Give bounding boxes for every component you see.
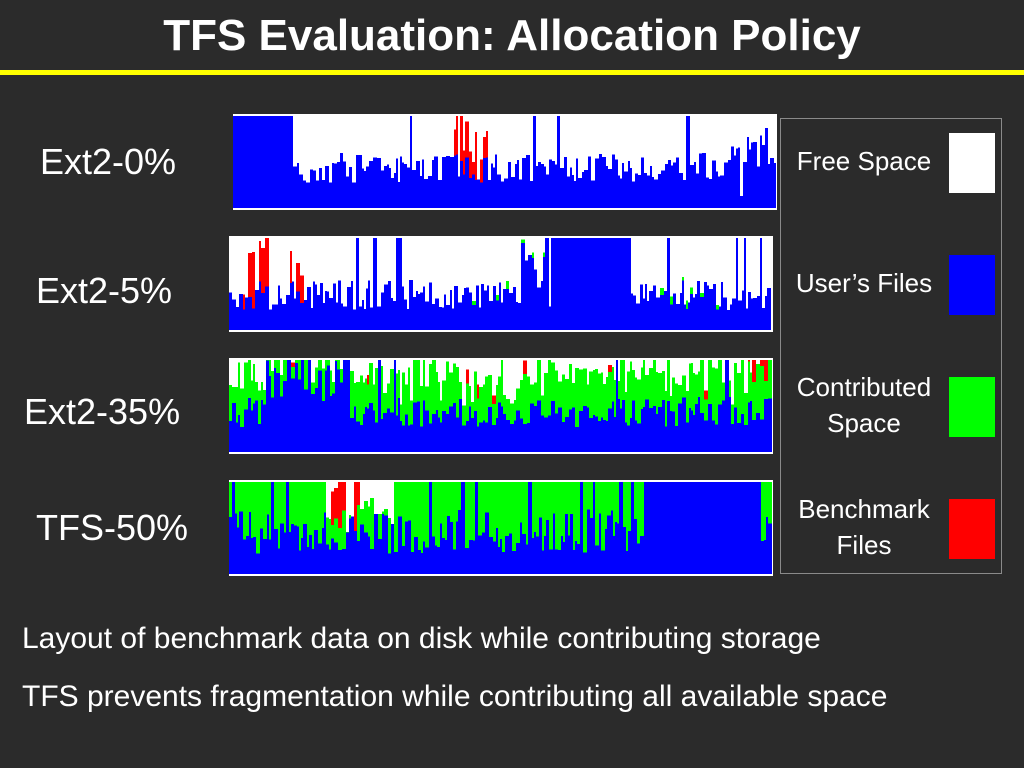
legend: Free Space User’s Files Contributed Spac… [780, 118, 1002, 574]
disk-layout-strip-ext2-0 [233, 114, 777, 210]
legend-swatch-benchmark-files [949, 499, 995, 559]
row-label-ext2-0: Ext2-0% [40, 141, 177, 182]
disk-layout-strip-tfs-50 [229, 480, 773, 576]
row-label-tfs-50: TFS-50% [36, 507, 189, 548]
row-label-ext2-35: Ext2-35% [24, 391, 181, 432]
disk-layout-strip-ext2-5 [229, 236, 773, 332]
legend-swatch-free-space [949, 133, 995, 193]
disk-layout-strip-ext2-35 [229, 358, 773, 454]
caption-tfs-fragmentation: TFS prevents fragmentation while contrib… [22, 680, 888, 713]
legend-label-free-space: Free Space [796, 146, 932, 176]
legend-item-free-space: Free Space [781, 133, 1001, 203]
legend-swatch-contributed-space [949, 377, 995, 437]
slide-title: TFS Evaluation: Allocation Policy [163, 11, 861, 60]
legend-item-benchmark-files: Benchmark Files [781, 494, 1001, 569]
legend-swatch-users-files [949, 255, 995, 315]
legend-label-users-files: User’s Files [795, 268, 933, 298]
legend-item-users-files: User’s Files [781, 255, 1001, 325]
title-underline [0, 70, 1024, 75]
row-label-ext2-5: Ext2-5% [36, 270, 173, 311]
legend-item-contributed-space: Contributed Space [781, 372, 1001, 447]
legend-label-space: Space [827, 408, 901, 438]
legend-label-contributed: Contributed [796, 372, 932, 402]
caption-layout: Layout of benchmark data on disk while c… [22, 622, 821, 655]
legend-label-files: Files [836, 530, 892, 560]
legend-label-benchmark: Benchmark [798, 494, 930, 524]
